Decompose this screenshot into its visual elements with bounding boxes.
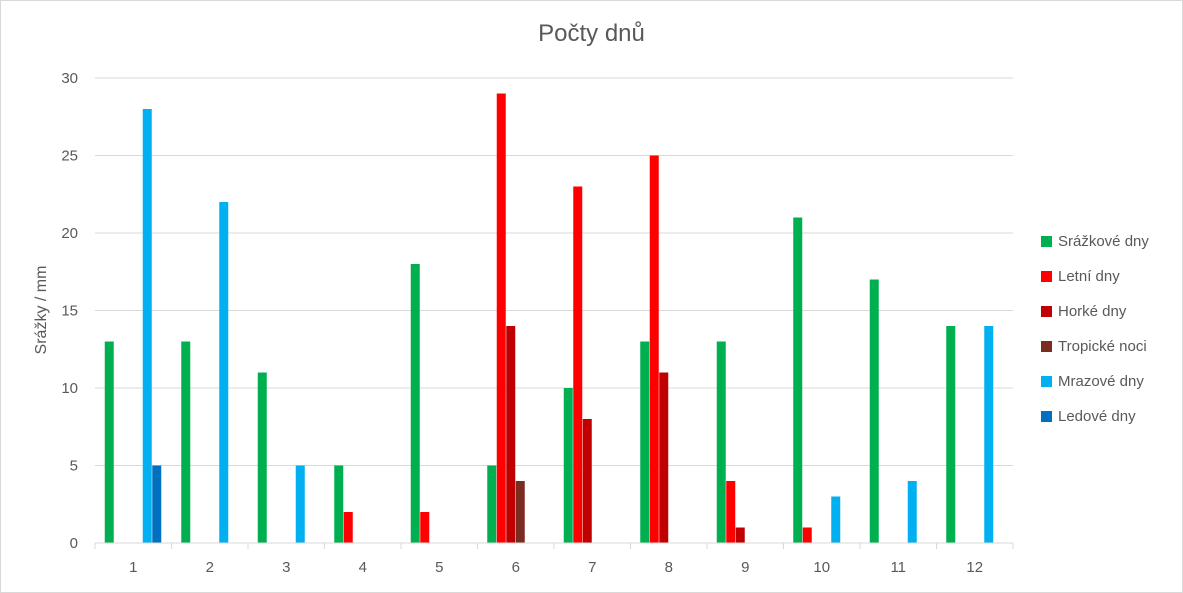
legend-swatch [1041, 376, 1052, 387]
legend-item: Horké dny [1041, 294, 1149, 329]
bar [410, 264, 420, 543]
bar [802, 527, 812, 543]
bar [506, 326, 516, 543]
bar [716, 341, 726, 543]
x-tick-label: 10 [813, 559, 830, 576]
x-tick-label: 5 [435, 559, 443, 576]
bar [640, 341, 650, 543]
bar [726, 481, 736, 543]
legend-swatch [1041, 271, 1052, 282]
legend-item: Tropické noci [1041, 329, 1149, 364]
legend-swatch [1041, 341, 1052, 352]
bar [793, 217, 803, 543]
y-tick-label: 0 [70, 535, 78, 552]
bar [735, 527, 745, 543]
bar [946, 326, 956, 543]
y-tick-label: 30 [61, 70, 78, 87]
bar [152, 465, 162, 543]
y-tick-label: 5 [70, 458, 78, 475]
bar [869, 279, 879, 543]
bar [181, 341, 191, 543]
bar [219, 202, 229, 543]
x-tick-label: 6 [512, 559, 520, 576]
chart-title: Počty dnů [538, 20, 645, 47]
legend-swatch [1041, 411, 1052, 422]
legend-item: Mrazové dny [1041, 364, 1149, 399]
legend-label: Mrazové dny [1058, 373, 1144, 390]
bar [907, 481, 917, 543]
bar [515, 481, 525, 543]
x-tick-label: 12 [966, 559, 983, 576]
x-tick-label: 7 [588, 559, 596, 576]
x-tick-label: 2 [206, 559, 214, 576]
chart-legend: Srážkové dny Letní dny Horké dny Tropické n… [1041, 224, 1149, 434]
x-tick-label: 4 [359, 559, 367, 576]
y-tick-label: 20 [61, 225, 78, 242]
bar [831, 496, 841, 543]
x-tick-label: 1 [129, 559, 137, 576]
legend-swatch [1041, 306, 1052, 317]
y-tick-label: 25 [61, 148, 78, 165]
bar [582, 419, 592, 543]
legend-label: Tropické noci [1058, 338, 1147, 355]
bar [257, 372, 267, 543]
x-tick-label: 9 [741, 559, 749, 576]
bar [343, 512, 353, 543]
legend-label: Srážkové dny [1058, 233, 1149, 250]
bar [573, 186, 583, 543]
legend-swatch [1041, 236, 1052, 247]
legend-label: Ledové dny [1058, 408, 1136, 425]
bar [496, 93, 506, 543]
y-tick-label: 15 [61, 303, 78, 320]
bar [563, 388, 573, 543]
bar [487, 465, 497, 543]
bar [334, 465, 344, 543]
bar [649, 155, 659, 543]
bar [659, 372, 669, 543]
bar [142, 109, 152, 543]
legend-item: Ledové dny [1041, 399, 1149, 434]
bar [104, 341, 114, 543]
x-tick-label: 8 [665, 559, 673, 576]
legend-label: Horké dny [1058, 303, 1127, 320]
bar [420, 512, 430, 543]
legend-item: Letní dny [1041, 259, 1149, 294]
legend-label: Letní dny [1058, 268, 1120, 285]
x-tick-label: 11 [890, 559, 906, 576]
x-tick-label: 3 [282, 559, 290, 576]
bar [295, 465, 305, 543]
bar [984, 326, 994, 543]
legend-item: Srážkové dny [1041, 224, 1149, 259]
y-tick-label: 10 [61, 380, 78, 397]
